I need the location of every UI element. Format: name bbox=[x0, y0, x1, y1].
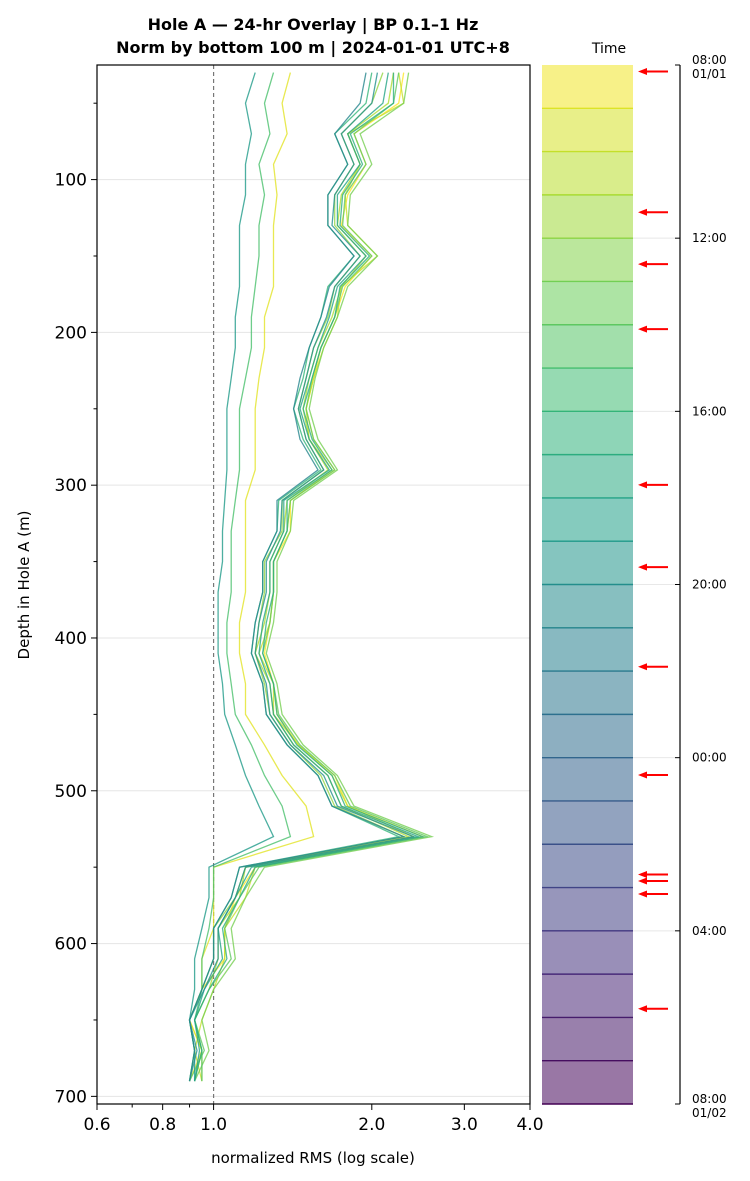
colorbar-band bbox=[542, 757, 633, 801]
colorbar-band bbox=[542, 368, 633, 412]
event-arrow-head bbox=[638, 877, 647, 885]
event-arrow-head bbox=[638, 1005, 647, 1013]
x-tick-label-2.0: 2.0 bbox=[358, 1115, 385, 1135]
time-tick-label: 16:00 bbox=[692, 404, 727, 418]
colorbar-band bbox=[542, 800, 633, 845]
y-axis-label: Depth in Hole A (m) bbox=[15, 511, 33, 660]
colorbar-band bbox=[542, 65, 633, 109]
time-tick-label: 00:00 bbox=[692, 751, 727, 765]
colorbar-band bbox=[542, 324, 633, 369]
y-tick-label-300: 300 bbox=[55, 476, 87, 496]
time-tick-label-date: 01/02 bbox=[692, 1106, 727, 1120]
colorbar-band bbox=[542, 108, 633, 152]
time-tick-label: 04:00 bbox=[692, 924, 727, 938]
colorbar-band bbox=[542, 151, 633, 195]
event-arrow-head bbox=[638, 260, 647, 268]
series-line-1800 bbox=[193, 72, 421, 1082]
x-tick-label-0.8: 0.8 bbox=[149, 1115, 176, 1135]
x-axis: 0.6 0.8 1.0 2.0 3.0 4.0 bbox=[83, 1104, 544, 1135]
time-tick-label: 12:00 bbox=[692, 231, 727, 245]
colorbar-band bbox=[542, 1017, 633, 1061]
series-line-1400 bbox=[188, 72, 430, 1082]
event-arrow-head bbox=[638, 563, 647, 571]
event-arrow-head bbox=[638, 890, 647, 898]
colorbar-band bbox=[542, 974, 633, 1018]
series-line-0900 bbox=[188, 72, 315, 1082]
colorbar-band bbox=[542, 714, 633, 758]
plot-area: 0.6 0.8 1.0 2.0 3.0 4.0 100 200 300 400 500 600 700 bbox=[55, 64, 544, 1135]
x-tick-label-0.6: 0.6 bbox=[83, 1115, 110, 1135]
colorbar-band bbox=[542, 497, 633, 542]
colorbar-band bbox=[542, 627, 633, 672]
colorbar-bands bbox=[542, 65, 633, 1105]
event-arrows bbox=[638, 67, 668, 1013]
event-arrow-head bbox=[638, 208, 647, 216]
colorbar-time-axis: 08:0001/0112:0016:0020:0000:0004:0008:00… bbox=[633, 53, 727, 1120]
colorbar-band bbox=[542, 238, 633, 282]
time-tick-label-date: 01/01 bbox=[692, 67, 727, 81]
event-arrow-head bbox=[638, 67, 647, 75]
series-line-1300 bbox=[194, 72, 435, 1082]
time-tick-label: 08:00 bbox=[692, 53, 727, 67]
time-colorbar: Time 08:0001/0112:0016:0020:0000:0004:00… bbox=[542, 41, 727, 1120]
series-line-2100 bbox=[188, 72, 406, 1082]
colorbar-band bbox=[542, 1060, 633, 1104]
x-tick-label-3.0: 3.0 bbox=[451, 1115, 478, 1135]
gridlines bbox=[97, 179, 530, 1097]
series-lines bbox=[188, 72, 435, 1082]
colorbar-band bbox=[542, 541, 633, 585]
y-tick-label-600: 600 bbox=[55, 935, 87, 955]
colorbar-band bbox=[542, 930, 633, 975]
time-tick-label: 20:00 bbox=[692, 578, 727, 592]
colorbar-header: Time bbox=[591, 41, 626, 57]
series-line-1100 bbox=[193, 72, 411, 1082]
colorbar-band bbox=[542, 194, 633, 239]
event-arrow-head bbox=[638, 771, 647, 779]
x-tick-label-1.0: 1.0 bbox=[200, 1115, 227, 1135]
x-tick-label-4.0: 4.0 bbox=[516, 1115, 543, 1135]
x-axis-label: normalized RMS (log scale) bbox=[211, 1149, 415, 1167]
colorbar-band bbox=[542, 887, 633, 931]
event-arrow-head bbox=[638, 481, 647, 489]
y-axis: 100 200 300 400 500 600 700 bbox=[55, 102, 97, 1107]
colorbar-band bbox=[542, 411, 633, 455]
y-tick-label-100: 100 bbox=[55, 171, 87, 191]
colorbar-band bbox=[542, 671, 633, 715]
chart-title-line1: Hole A — 24-hr Overlay | BP 0.1–1 Hz bbox=[148, 15, 479, 35]
series-line-1900 bbox=[188, 72, 275, 1082]
series-line-1500 bbox=[193, 72, 292, 1082]
colorbar-band bbox=[542, 454, 633, 498]
chart-title-line2: Norm by bottom 100 m | 2024-01-01 UTC+8 bbox=[116, 38, 510, 58]
colorbar-band bbox=[542, 844, 633, 888]
event-arrow-head bbox=[638, 871, 647, 879]
series-line-1700 bbox=[193, 72, 426, 1082]
event-arrow-head bbox=[638, 325, 647, 333]
colorbar-band bbox=[542, 584, 633, 628]
y-tick-label-400: 400 bbox=[55, 629, 87, 649]
series-line-2000 bbox=[188, 72, 416, 1082]
event-arrow-head bbox=[638, 663, 647, 671]
series-line-1200 bbox=[188, 72, 406, 1082]
time-tick-label: 08:00 bbox=[692, 1092, 727, 1106]
colorbar-band bbox=[542, 281, 633, 325]
plot-frame bbox=[96, 64, 531, 1105]
series-line-1000 bbox=[193, 72, 416, 1082]
y-tick-label-500: 500 bbox=[55, 782, 87, 802]
y-tick-label-200: 200 bbox=[55, 323, 87, 343]
y-tick-label-700: 700 bbox=[55, 1087, 87, 1107]
